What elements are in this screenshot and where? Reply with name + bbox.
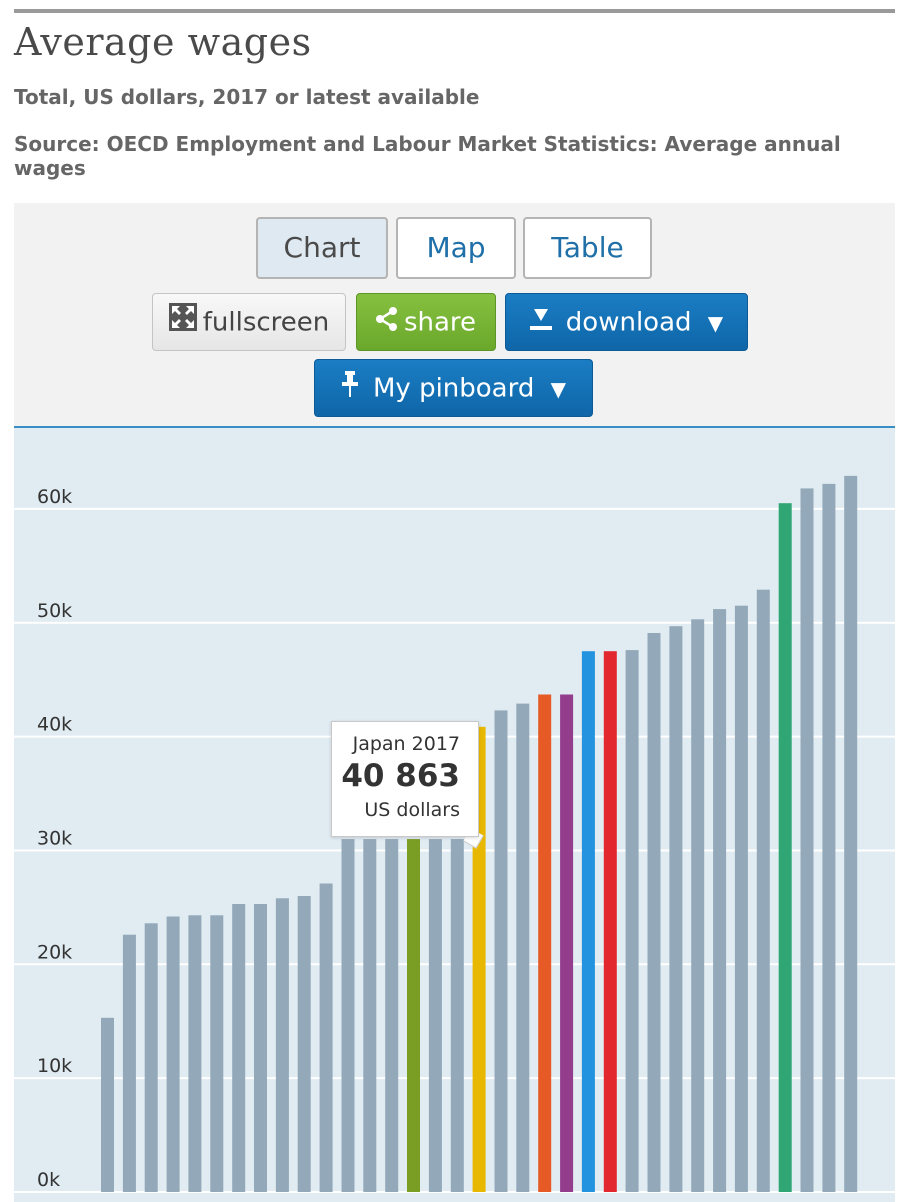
bar[interactable] (844, 475, 858, 1192)
bar[interactable] (713, 609, 727, 1192)
bar[interactable] (363, 839, 377, 1192)
y-tick-label: 0k (37, 1169, 60, 1191)
bar[interactable] (297, 896, 311, 1192)
tooltip-label: Japan 2017 (352, 733, 460, 755)
bar[interactable] (560, 694, 574, 1193)
bar[interactable] (428, 839, 442, 1192)
bar[interactable] (756, 589, 770, 1192)
bar[interactable] (341, 839, 355, 1192)
bar-chart: 0k 10k 20k 30k 40k 50k 60k (14, 475, 895, 1193)
fullscreen-label: fullscreen (202, 307, 330, 338)
top-rule (14, 9, 895, 13)
bar[interactable] (734, 605, 748, 1192)
download-caret-icon: ▼ (707, 310, 724, 335)
tab-table[interactable]: Table (523, 217, 652, 279)
bar[interactable] (319, 883, 333, 1193)
bar[interactable] (122, 934, 136, 1192)
bar[interactable] (101, 1017, 114, 1192)
bar[interactable] (254, 904, 267, 1192)
bar[interactable] (669, 626, 683, 1192)
source-note: Source: OECD Employment and Labour Marke… (14, 132, 841, 180)
chart-area: 0k 10k 20k 30k 40k 50k 60k Japan 2017 40 863 U… (14, 426, 895, 1202)
bar[interactable] (166, 916, 180, 1193)
bar[interactable] (232, 904, 246, 1192)
bar[interactable] (538, 694, 552, 1193)
tooltip: Japan 2017 40 863 US dollars (331, 721, 479, 837)
bar[interactable] (494, 710, 508, 1192)
bar[interactable] (778, 503, 792, 1192)
pin-icon (341, 361, 359, 417)
share-icon (375, 295, 398, 351)
y-tick-label: 60k (37, 486, 72, 508)
y-tick-label: 30k (37, 827, 72, 849)
pinboard-caret-icon: ▼ (550, 376, 567, 401)
tooltip-unit: US dollars (364, 799, 460, 821)
bar[interactable] (625, 650, 639, 1192)
bar[interactable] (581, 651, 595, 1192)
bar[interactable] (275, 898, 289, 1192)
download-icon (529, 295, 552, 351)
page-title: Average wages (14, 20, 312, 64)
page-subtitle: Total, US dollars, 2017 or latest availa… (14, 85, 480, 109)
bar[interactable] (800, 488, 814, 1192)
download-label: download (565, 307, 692, 338)
bar[interactable] (516, 703, 530, 1192)
y-tick-label: 10k (37, 1055, 72, 1077)
bar[interactable] (144, 923, 158, 1192)
tab-chart[interactable]: Chart (256, 217, 388, 279)
share-label: share (403, 307, 477, 338)
tooltip-value: 40 863 (341, 758, 460, 794)
pinboard-label: My pinboard (372, 373, 535, 404)
bar[interactable] (407, 839, 420, 1192)
bar[interactable] (210, 915, 224, 1192)
y-tick-label: 40k (37, 714, 72, 736)
bar[interactable] (691, 619, 705, 1192)
bar[interactable] (647, 633, 661, 1192)
download-button[interactable]: download ▼ (505, 293, 748, 351)
chart-panel: Chart Map Table fullscreen share (14, 203, 895, 1202)
bar[interactable] (188, 915, 202, 1192)
fullscreen-button[interactable]: fullscreen (152, 293, 346, 351)
fullscreen-icon (168, 295, 197, 351)
pinboard-button[interactable]: My pinboard ▼ (314, 359, 593, 417)
bar[interactable] (822, 483, 836, 1192)
bar[interactable] (385, 839, 399, 1192)
share-button[interactable]: share (356, 293, 496, 351)
y-tick-label: 20k (37, 941, 72, 963)
tab-map[interactable]: Map (396, 217, 516, 279)
y-tick-label: 50k (37, 600, 72, 622)
bar[interactable] (603, 651, 617, 1192)
bar[interactable] (450, 839, 464, 1192)
